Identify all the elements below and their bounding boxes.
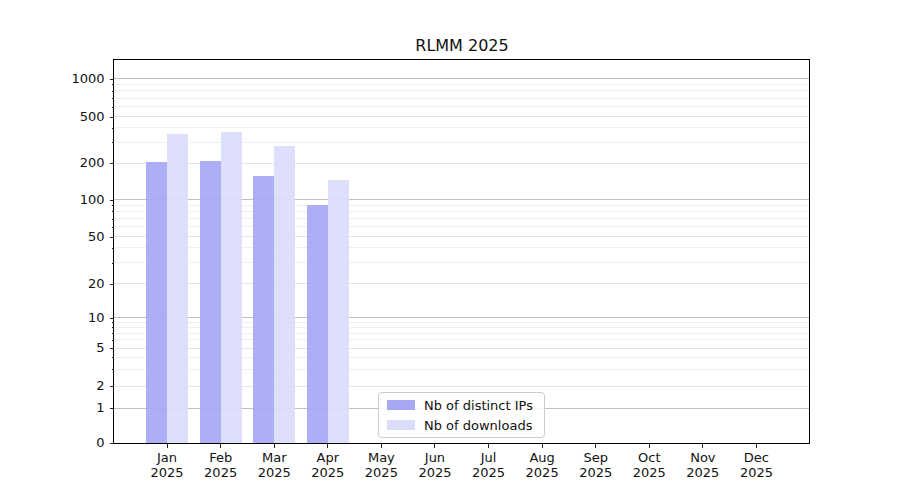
bar-distinct-ips-apr bbox=[307, 205, 328, 443]
x-tick-mark-0 bbox=[167, 444, 168, 448]
x-tick-mark-4 bbox=[381, 444, 382, 448]
x-tick-mark-7 bbox=[542, 444, 543, 448]
legend-item-distinct-ips: Nb of distinct IPs bbox=[387, 398, 536, 413]
y-tick-mark-200 bbox=[110, 163, 114, 164]
legend-swatch-downloads bbox=[387, 420, 415, 430]
y-tick-mark-minor-800 bbox=[112, 91, 114, 92]
y-tick-mark-minor-90 bbox=[112, 205, 114, 206]
y-tick-mark-20 bbox=[110, 284, 114, 285]
legend-item-downloads: Nb of downloads bbox=[387, 418, 536, 433]
y-tick-mark-minor-60 bbox=[112, 227, 114, 228]
y-tick-label-2: 2 bbox=[57, 379, 105, 393]
y-tick-mark-minor-4 bbox=[112, 357, 114, 358]
y-tick-mark-1 bbox=[110, 408, 114, 409]
bar-distinct-ips-mar bbox=[253, 176, 274, 443]
x-tick-label-4: May2025 bbox=[354, 450, 408, 480]
bar-downloads-mar bbox=[274, 146, 295, 443]
x-tick-mark-6 bbox=[488, 444, 489, 448]
x-tick-label-0: Jan2025 bbox=[140, 450, 194, 480]
y-tick-mark-minor-80 bbox=[112, 211, 114, 212]
y-tick-mark-minor-7 bbox=[112, 333, 114, 334]
y-tick-mark-minor-300 bbox=[112, 142, 114, 143]
y-tick-mark-minor-40 bbox=[112, 248, 114, 249]
x-tick-mark-9 bbox=[649, 444, 650, 448]
x-tick-mark-5 bbox=[434, 444, 435, 448]
x-tick-label-6: Jul2025 bbox=[462, 450, 516, 480]
y-tick-label-1: 1 bbox=[57, 401, 105, 415]
y-tick-mark-minor-9 bbox=[112, 322, 114, 323]
bar-distinct-ips-feb bbox=[200, 161, 221, 443]
y-tick-label-100: 100 bbox=[57, 193, 105, 207]
y-tick-mark-0 bbox=[110, 443, 114, 444]
y-tick-label-0: 0 bbox=[57, 436, 105, 450]
chart-title: RLMM 2025 bbox=[114, 36, 810, 55]
bar-downloads-jan bbox=[167, 134, 188, 443]
y-tick-mark-minor-8 bbox=[112, 327, 114, 328]
bar-downloads-feb bbox=[221, 132, 242, 443]
bar-downloads-apr bbox=[328, 180, 349, 443]
y-tick-mark-minor-3 bbox=[112, 369, 114, 370]
y-tick-mark-minor-600 bbox=[112, 107, 114, 108]
y-tick-label-10: 10 bbox=[57, 311, 105, 325]
x-tick-mark-2 bbox=[274, 444, 275, 448]
x-tick-label-1: Feb2025 bbox=[194, 450, 248, 480]
legend-label-downloads: Nb of downloads bbox=[424, 418, 532, 433]
y-tick-mark-100 bbox=[110, 200, 114, 201]
legend-swatch-distinct-ips bbox=[387, 400, 415, 410]
y-tick-mark-minor-700 bbox=[112, 98, 114, 99]
y-tick-label-500: 500 bbox=[57, 110, 105, 124]
y-tick-mark-minor-6 bbox=[112, 340, 114, 341]
legend: Nb of distinct IPs Nb of downloads bbox=[378, 392, 545, 438]
y-tick-mark-50 bbox=[110, 237, 114, 238]
y-tick-mark-10 bbox=[110, 318, 114, 319]
legend-label-distinct-ips: Nb of distinct IPs bbox=[424, 398, 533, 413]
x-tick-label-9: Oct2025 bbox=[622, 450, 676, 480]
y-tick-mark-1000 bbox=[110, 79, 114, 80]
y-tick-mark-500 bbox=[110, 117, 114, 118]
y-tick-mark-5 bbox=[110, 348, 114, 349]
x-tick-label-10: Nov2025 bbox=[676, 450, 730, 480]
x-tick-label-3: Apr2025 bbox=[301, 450, 355, 480]
y-tick-mark-minor-400 bbox=[112, 128, 114, 129]
y-tick-mark-minor-30 bbox=[112, 263, 114, 264]
y-tick-mark-minor-70 bbox=[112, 219, 114, 220]
x-tick-mark-8 bbox=[595, 444, 596, 448]
y-tick-mark-2 bbox=[110, 386, 114, 387]
x-tick-mark-1 bbox=[220, 444, 221, 448]
x-tick-label-11: Dec2025 bbox=[729, 450, 783, 480]
y-tick-label-200: 200 bbox=[57, 156, 105, 170]
y-tick-label-1000: 1000 bbox=[57, 72, 105, 86]
y-tick-label-5: 5 bbox=[57, 341, 105, 355]
y-tick-label-50: 50 bbox=[57, 230, 105, 244]
bar-distinct-ips-jan bbox=[146, 162, 167, 443]
x-tick-mark-10 bbox=[702, 444, 703, 448]
x-tick-label-8: Sep2025 bbox=[569, 450, 623, 480]
x-tick-label-5: Jun2025 bbox=[408, 450, 462, 480]
chart-figure: RLMM 2025 0 1 2 5 10 20 50 100 200 500 1000 Jan2025… bbox=[0, 0, 900, 500]
x-tick-mark-3 bbox=[327, 444, 328, 448]
x-tick-label-2: Mar2025 bbox=[247, 450, 301, 480]
x-tick-label-7: Aug2025 bbox=[515, 450, 569, 480]
x-tick-mark-11 bbox=[756, 444, 757, 448]
y-tick-mark-minor-900 bbox=[112, 84, 114, 85]
y-tick-label-20: 20 bbox=[57, 277, 105, 291]
